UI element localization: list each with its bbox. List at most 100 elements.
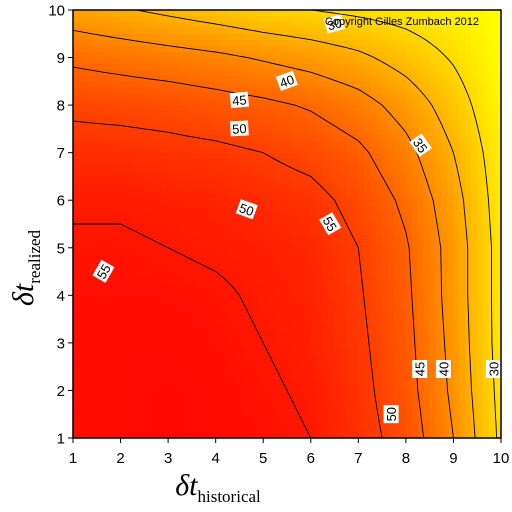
heatmap-cell bbox=[78, 402, 86, 409]
heatmap-cell bbox=[429, 63, 436, 70]
heatmap-cell bbox=[405, 306, 413, 314]
heatmap-cell bbox=[108, 146, 115, 153]
heatmap-cell bbox=[292, 122, 300, 130]
heatmap-cell bbox=[369, 188, 377, 195]
heatmap-cell bbox=[215, 425, 222, 433]
heatmap-cell bbox=[215, 283, 222, 290]
heatmap-cell bbox=[274, 170, 282, 177]
heatmap-cell bbox=[90, 182, 98, 189]
heatmap-cell bbox=[346, 140, 353, 148]
heatmap-cell bbox=[102, 98, 109, 106]
heatmap-cell bbox=[358, 253, 365, 260]
heatmap-cell bbox=[203, 253, 211, 260]
heatmap-cell bbox=[149, 277, 157, 284]
heatmap-cell bbox=[179, 413, 187, 421]
heatmap-cell bbox=[304, 10, 312, 17]
heatmap-cell bbox=[358, 128, 365, 136]
heatmap-cell bbox=[405, 366, 413, 373]
heatmap-cell bbox=[215, 69, 222, 76]
heatmap-cell bbox=[209, 51, 216, 58]
heatmap-cell bbox=[96, 318, 104, 326]
heatmap-cell bbox=[322, 348, 329, 356]
heatmap-cell bbox=[334, 289, 341, 296]
heatmap-cell bbox=[292, 176, 300, 183]
heatmap-cell bbox=[274, 152, 282, 159]
heatmap-cell bbox=[227, 306, 234, 314]
heatmap-cell bbox=[459, 425, 466, 433]
heatmap-cell bbox=[453, 98, 460, 106]
heatmap-cell bbox=[262, 176, 270, 183]
heatmap-cell bbox=[417, 425, 425, 433]
heatmap-cell bbox=[322, 205, 329, 213]
heatmap-cell bbox=[155, 235, 163, 243]
heatmap-cell bbox=[346, 86, 353, 94]
heatmap-cell bbox=[96, 283, 104, 290]
heatmap-cell bbox=[441, 164, 448, 171]
heatmap-cell bbox=[316, 318, 323, 326]
heatmap-cell bbox=[369, 360, 377, 367]
heatmap-cell bbox=[120, 134, 127, 142]
heatmap-cell bbox=[470, 360, 478, 367]
heatmap-cell bbox=[447, 235, 454, 243]
heatmap-cell bbox=[286, 402, 294, 409]
heatmap-cell bbox=[90, 199, 98, 207]
heatmap-cell bbox=[393, 396, 401, 403]
heatmap-cell bbox=[114, 223, 121, 231]
heatmap-cell bbox=[90, 92, 98, 100]
heatmap-cell bbox=[399, 241, 407, 249]
heatmap-cell bbox=[399, 51, 407, 58]
heatmap-cell bbox=[161, 140, 169, 148]
heatmap-cell bbox=[334, 217, 341, 225]
heatmap-cell bbox=[239, 360, 246, 367]
heatmap-cell bbox=[73, 306, 80, 314]
heatmap-cell bbox=[399, 372, 407, 379]
heatmap-cell bbox=[191, 140, 199, 148]
heatmap-cell bbox=[465, 360, 472, 367]
heatmap-cell bbox=[73, 253, 80, 260]
heatmap-cell bbox=[453, 396, 460, 403]
heatmap-cell bbox=[280, 33, 288, 41]
heatmap-cell bbox=[197, 425, 205, 433]
heatmap-cell bbox=[346, 265, 353, 272]
heatmap-cell bbox=[90, 164, 98, 171]
heatmap-cell bbox=[286, 295, 294, 302]
heatmap-cell bbox=[102, 116, 109, 124]
heatmap-cell bbox=[191, 324, 199, 332]
heatmap-cell bbox=[96, 81, 104, 88]
heatmap-cell bbox=[476, 75, 484, 82]
heatmap-cell bbox=[239, 229, 246, 237]
heatmap-cell bbox=[149, 33, 157, 41]
heatmap-cell bbox=[441, 419, 448, 427]
heatmap-cell bbox=[102, 15, 109, 23]
heatmap-cell bbox=[102, 330, 109, 338]
heatmap-cell bbox=[393, 354, 401, 362]
heatmap-cell bbox=[328, 33, 335, 41]
heatmap-cell bbox=[280, 283, 288, 290]
heatmap-cell bbox=[84, 75, 92, 82]
heatmap-cell bbox=[441, 199, 448, 207]
heatmap-cell bbox=[459, 98, 466, 106]
heatmap-cell bbox=[381, 306, 389, 314]
heatmap-cell bbox=[369, 122, 377, 130]
heatmap-cell bbox=[221, 277, 228, 284]
heatmap-cell bbox=[375, 146, 383, 153]
heatmap-cell bbox=[393, 241, 401, 249]
heatmap-cell bbox=[369, 15, 377, 23]
heatmap-cell bbox=[393, 217, 401, 225]
heatmap-cell bbox=[435, 306, 442, 314]
heatmap-cell bbox=[423, 128, 430, 136]
heatmap-cell bbox=[73, 407, 80, 415]
heatmap-cell bbox=[155, 283, 163, 290]
heatmap-cell bbox=[441, 348, 448, 356]
heatmap-cell bbox=[215, 354, 222, 362]
heatmap-cell bbox=[161, 378, 169, 385]
heatmap-cell bbox=[447, 396, 454, 403]
heatmap-cell bbox=[346, 122, 353, 130]
heatmap-cell bbox=[262, 235, 270, 243]
heatmap-cell bbox=[138, 378, 145, 385]
heatmap-cell bbox=[411, 390, 419, 397]
heatmap-cell bbox=[470, 92, 478, 100]
heatmap-cell bbox=[453, 223, 460, 231]
heatmap-cell bbox=[167, 69, 175, 76]
heatmap-cell bbox=[268, 402, 276, 409]
